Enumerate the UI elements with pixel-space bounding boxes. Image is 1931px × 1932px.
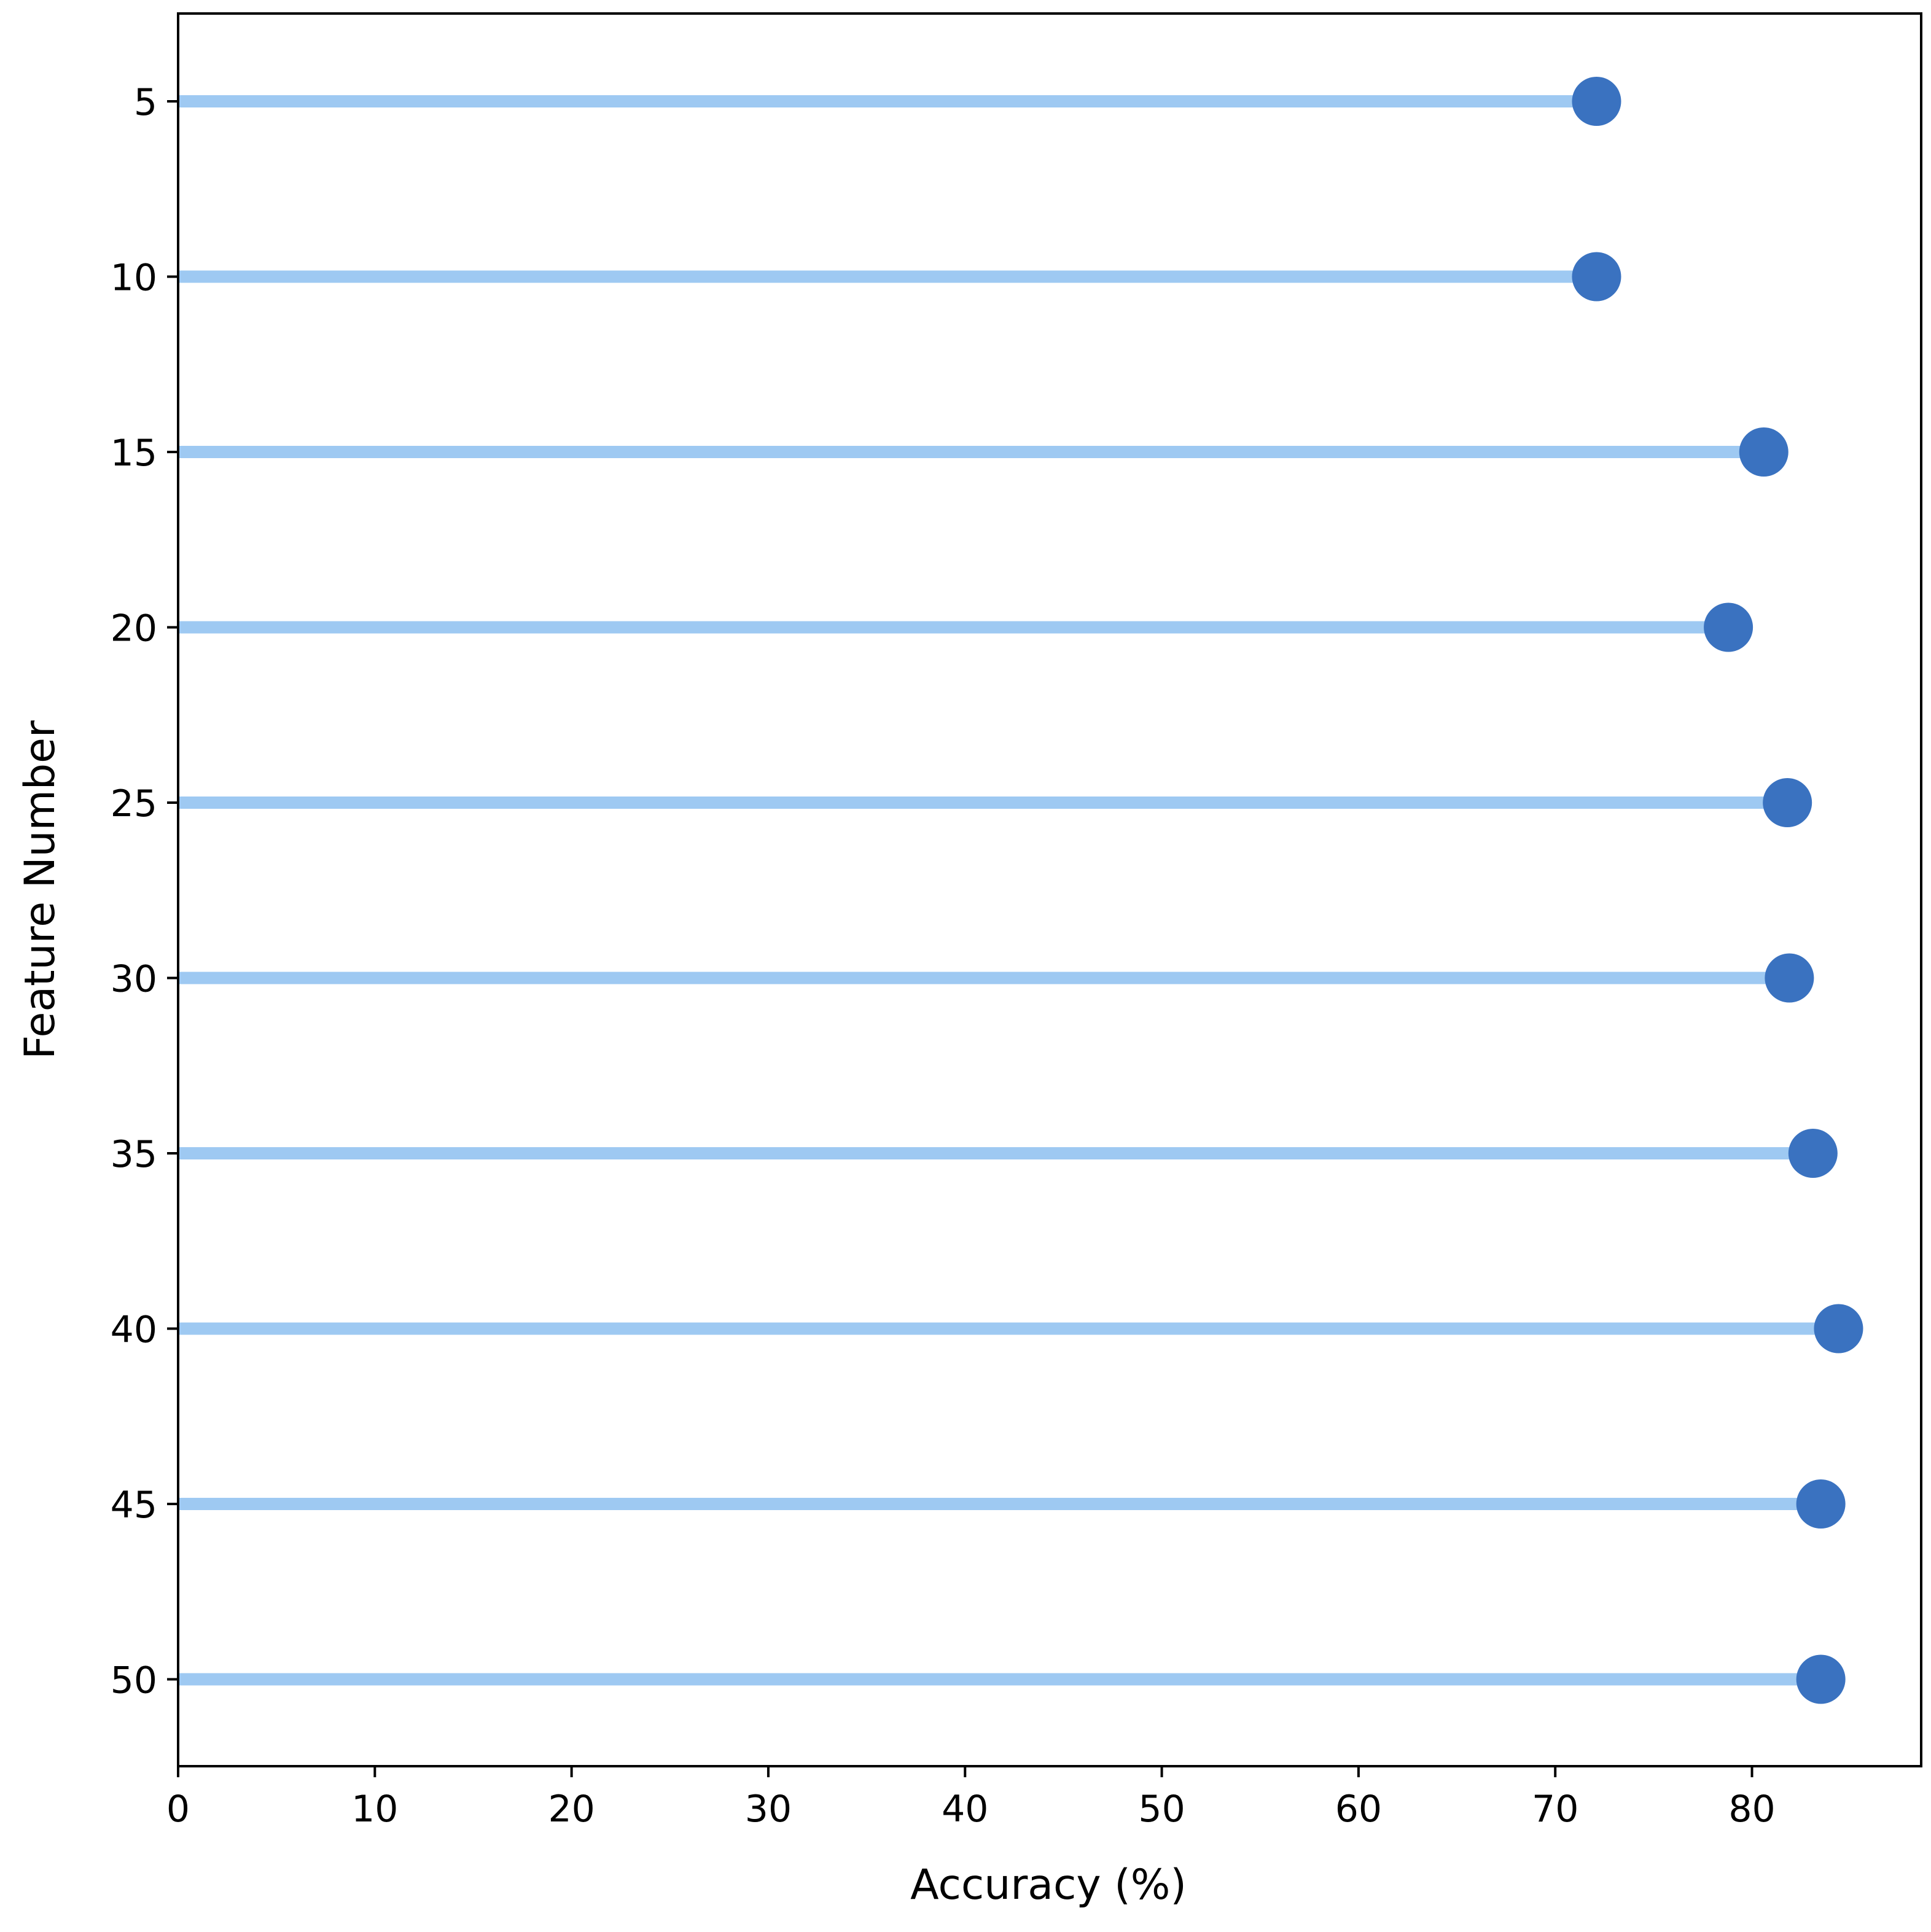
y-tick-label-40: 40 (111, 1309, 157, 1352)
x-axis-label: Accuracy (%) (910, 1861, 1187, 1909)
x-tick-label-50: 50 (1138, 1788, 1185, 1831)
marker-15 (1739, 427, 1789, 477)
x-axis-ticks: 0 10 20 30 40 50 60 70 80 (166, 1766, 1776, 1831)
marker-25 (1763, 778, 1812, 827)
y-tick-label-5: 5 (134, 81, 157, 124)
x-tick-label-80: 80 (1728, 1788, 1775, 1831)
y-tick-label-45: 45 (111, 1484, 157, 1527)
y-tick-label-50: 50 (111, 1659, 157, 1702)
plot-frame (177, 12, 1922, 1767)
marker-10 (1572, 252, 1621, 302)
x-tick-label-0: 0 (166, 1788, 190, 1831)
y-axis-ticks: 5 10 15 20 25 30 35 40 45 50 (111, 81, 178, 1702)
x-tick-label-60: 60 (1335, 1788, 1382, 1831)
marker-40 (1814, 1304, 1863, 1354)
x-tick-label-40: 40 (942, 1788, 988, 1831)
markers-layer (1572, 77, 1863, 1704)
stems-layer (178, 95, 1839, 1686)
y-tick-label-35: 35 (111, 1133, 157, 1176)
y-tick-label-10: 10 (111, 257, 157, 300)
x-tick-label-30: 30 (745, 1788, 792, 1831)
y-axis-label: Feature Number (16, 720, 64, 1059)
y-tick-label-25: 25 (111, 782, 157, 825)
x-tick-label-70: 70 (1532, 1788, 1578, 1831)
y-tick-label-30: 30 (111, 958, 157, 1001)
y-tick-label-15: 15 (111, 432, 157, 475)
marker-45 (1796, 1479, 1846, 1529)
marker-35 (1788, 1129, 1838, 1178)
marker-5 (1572, 77, 1621, 126)
marker-30 (1765, 953, 1814, 1003)
marker-50 (1796, 1654, 1846, 1704)
x-tick-label-20: 20 (548, 1788, 595, 1831)
x-tick-label-10: 10 (351, 1788, 398, 1831)
marker-20 (1704, 602, 1754, 652)
y-tick-label-20: 20 (111, 607, 157, 650)
